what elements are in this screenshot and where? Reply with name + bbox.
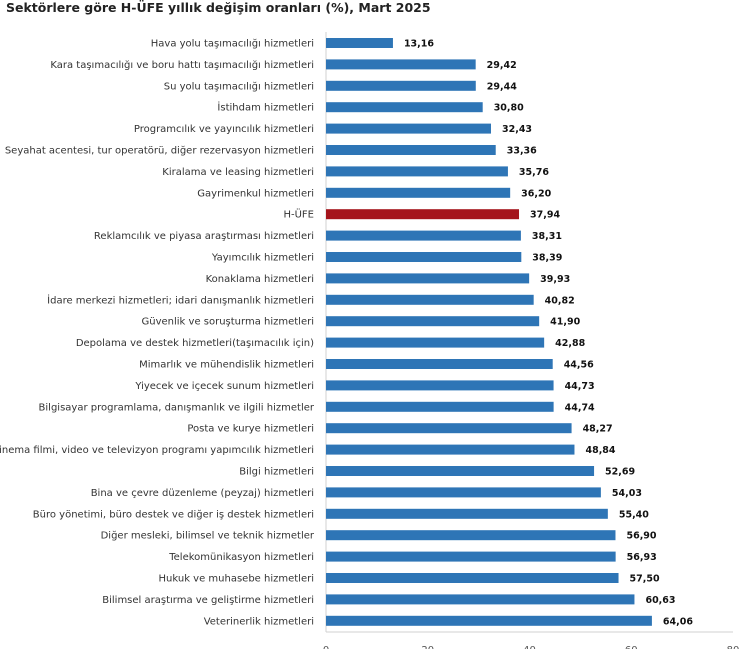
value-label: 29,42 — [487, 60, 517, 71]
value-label: 39,93 — [540, 274, 570, 285]
category-label: Bilimsel araştırma ve geliştirme hizmetl… — [102, 595, 314, 606]
value-label: 44,74 — [565, 402, 595, 413]
bar — [326, 209, 520, 220]
bar — [326, 316, 540, 327]
bar — [326, 337, 545, 348]
value-label: 54,03 — [612, 488, 642, 499]
value-label: 29,44 — [487, 81, 517, 92]
bar — [326, 401, 554, 412]
bar — [326, 230, 521, 241]
category-label: Reklamcılık ve piyasa araştırması hizmet… — [94, 231, 314, 242]
category-label: Posta ve kurye hizmetleri — [187, 424, 314, 435]
x-tick-label: 20 — [421, 645, 434, 649]
bar — [326, 123, 491, 134]
value-label: 44,56 — [564, 360, 594, 371]
bar — [326, 294, 534, 305]
bar — [326, 102, 483, 113]
category-label: Büro yönetimi, büro destek ve diğer iş d… — [33, 508, 314, 520]
bar — [326, 551, 616, 562]
value-label: 44,73 — [565, 381, 595, 392]
category-label: Yayımcılık hizmetleri — [211, 253, 314, 264]
category-label: Veterinerlik hizmetleri — [204, 616, 314, 627]
value-label: 48,27 — [583, 424, 613, 435]
bar — [326, 573, 619, 583]
value-label: 36,20 — [521, 188, 551, 199]
value-label: 57,50 — [630, 574, 660, 585]
value-label: 48,84 — [585, 445, 615, 456]
bar — [326, 273, 530, 284]
bar — [326, 59, 476, 70]
bar — [326, 145, 496, 155]
bar — [326, 359, 553, 369]
value-label: 38,31 — [532, 231, 562, 242]
category-label: Bilgisayar programlama, danışmanlık ve i… — [39, 402, 315, 413]
bar — [326, 487, 601, 498]
bar — [326, 530, 616, 541]
bar — [326, 252, 522, 262]
value-label: 30,80 — [494, 103, 524, 114]
value-label: 56,90 — [626, 531, 656, 542]
category-label: Hukuk ve muhasebe hizmetleri — [159, 574, 314, 585]
x-tick-label: 60 — [625, 645, 638, 649]
value-label: 35,76 — [519, 167, 549, 178]
value-label: 41,90 — [550, 317, 580, 328]
bar — [326, 187, 511, 198]
category-label: H-ÜFE — [283, 208, 314, 221]
value-label: 52,69 — [605, 467, 635, 478]
category-label: Yiyecek ve içecek sunum hizmetleri — [134, 381, 314, 392]
category-label: Gayrimenkul hizmetleri — [197, 188, 314, 199]
category-label: Depolama ve destek hizmetleri(taşımacılı… — [76, 338, 314, 349]
category-label: Güvenlik ve soruşturma hizmetleri — [142, 317, 315, 328]
bar — [326, 508, 608, 519]
x-tick-label: 80 — [727, 645, 740, 649]
x-tick-label: 0 — [323, 645, 329, 649]
category-label: Telekomünikasyon hizmetleri — [168, 552, 314, 563]
bar — [326, 38, 393, 48]
value-label: 40,82 — [545, 295, 575, 306]
category-label: Bina ve çevre düzenleme (peyzaj) hizmetl… — [91, 488, 314, 499]
chart-title: Sektörlere göre H-ÜFE yıllık değişim ora… — [6, 0, 431, 15]
category-label: Konaklama hizmetleri — [206, 274, 314, 285]
category-label: Mimarlık ve mühendislik hizmetleri — [139, 360, 314, 371]
category-label: Kara taşımacılığı ve boru hattı taşımacı… — [50, 59, 314, 71]
category-label: Bilgi hizmetleri — [239, 467, 314, 478]
bar — [326, 594, 635, 605]
x-tick-label: 40 — [523, 645, 536, 649]
bar — [326, 615, 652, 626]
value-label: 60,63 — [645, 595, 675, 606]
value-label: 64,06 — [663, 616, 693, 627]
value-label: 33,36 — [507, 146, 537, 157]
value-label: 32,43 — [502, 124, 532, 135]
category-label: Su yolu taşımacılığı hizmetleri — [164, 80, 314, 92]
bar — [326, 444, 575, 455]
category-label: İstihdam hizmetleri — [217, 101, 314, 114]
category-label: Kiralama ve leasing hizmetleri — [162, 167, 314, 178]
bar — [326, 380, 554, 391]
value-label: 37,94 — [530, 210, 560, 221]
value-label: 38,39 — [532, 253, 562, 264]
category-label: İdare merkezi hizmetleri; idari danışman… — [47, 293, 314, 306]
value-label: 42,88 — [555, 338, 585, 349]
category-label: Sinema filmi, video ve televizyon progra… — [0, 445, 314, 456]
value-label: 55,40 — [619, 509, 649, 520]
bar — [326, 166, 508, 177]
bar — [326, 423, 572, 434]
category-label: Diğer mesleki, bilimsel ve teknik hizmet… — [101, 530, 315, 542]
category-label: Hava yolu taşımacılığı hizmetleri — [151, 38, 314, 50]
bar — [326, 80, 476, 91]
category-label: Seyahat acentesi, tur operatörü, diğer r… — [5, 145, 314, 157]
category-label: Programcılık ve yayıncılık hizmetleri — [134, 124, 314, 135]
value-label: 56,93 — [627, 552, 657, 563]
bar — [326, 466, 595, 476]
value-label: 13,16 — [404, 39, 434, 50]
